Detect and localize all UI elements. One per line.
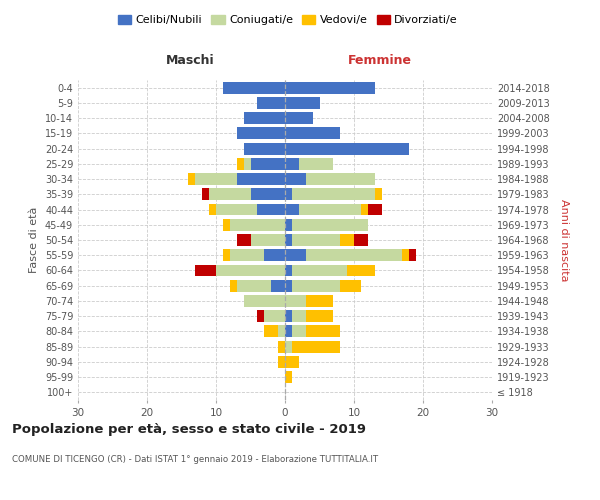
Bar — [251, 188, 285, 200]
Bar — [223, 219, 230, 230]
Bar — [202, 188, 209, 200]
Bar — [285, 219, 292, 230]
Bar — [265, 310, 285, 322]
Bar — [278, 340, 285, 352]
Bar — [257, 204, 285, 216]
Bar — [236, 234, 251, 246]
Bar — [257, 310, 265, 322]
Bar — [209, 188, 251, 200]
Bar — [265, 250, 285, 261]
Y-axis label: Fasce di età: Fasce di età — [29, 207, 39, 273]
Bar — [292, 326, 306, 338]
Legend: Celibi/Nubili, Coniugati/e, Vedovi/e, Divorziati/e: Celibi/Nubili, Coniugati/e, Vedovi/e, Di… — [113, 10, 463, 30]
Bar — [340, 280, 361, 291]
Bar — [292, 234, 340, 246]
Bar — [285, 128, 340, 140]
Bar — [285, 188, 292, 200]
Bar — [285, 142, 409, 154]
Bar — [188, 173, 196, 185]
Text: Maschi: Maschi — [166, 54, 214, 67]
Bar — [402, 250, 409, 261]
Bar — [209, 204, 216, 216]
Bar — [278, 356, 285, 368]
Bar — [361, 204, 368, 216]
Bar — [285, 234, 292, 246]
Bar — [196, 264, 216, 276]
Text: Femmine: Femmine — [348, 54, 412, 67]
Bar — [271, 280, 285, 291]
Bar — [230, 280, 237, 291]
Bar — [340, 234, 354, 246]
Bar — [285, 310, 292, 322]
Bar — [230, 250, 265, 261]
Bar — [292, 310, 306, 322]
Bar — [292, 264, 347, 276]
Bar — [285, 280, 292, 291]
Bar — [347, 264, 374, 276]
Bar — [292, 280, 340, 291]
Bar — [285, 371, 292, 383]
Text: Popolazione per età, sesso e stato civile - 2019: Popolazione per età, sesso e stato civil… — [12, 422, 366, 436]
Bar — [374, 188, 382, 200]
Bar — [251, 234, 285, 246]
Bar — [285, 158, 299, 170]
Text: COMUNE DI TICENGO (CR) - Dati ISTAT 1° gennaio 2019 - Elaborazione TUTTITALIA.IT: COMUNE DI TICENGO (CR) - Dati ISTAT 1° g… — [12, 455, 378, 464]
Bar — [409, 250, 416, 261]
Bar — [285, 173, 306, 185]
Bar — [237, 173, 285, 185]
Bar — [306, 250, 402, 261]
Bar — [223, 250, 230, 261]
Bar — [244, 142, 285, 154]
Bar — [237, 158, 244, 170]
Bar — [244, 295, 285, 307]
Bar — [306, 173, 374, 185]
Bar — [285, 326, 292, 338]
Bar — [292, 219, 368, 230]
Bar — [257, 97, 285, 109]
Bar — [285, 250, 306, 261]
Bar — [285, 295, 306, 307]
Bar — [306, 326, 340, 338]
Bar — [285, 204, 299, 216]
Bar — [196, 173, 237, 185]
Bar — [251, 158, 285, 170]
Bar — [236, 280, 271, 291]
Bar — [299, 158, 334, 170]
Bar — [285, 97, 320, 109]
Bar — [299, 204, 361, 216]
Bar — [244, 158, 251, 170]
Bar — [354, 234, 368, 246]
Bar — [278, 326, 285, 338]
Bar — [285, 356, 299, 368]
Bar — [216, 204, 257, 216]
Bar — [216, 264, 285, 276]
Bar — [237, 128, 285, 140]
Bar — [230, 219, 285, 230]
Bar — [285, 340, 292, 352]
Y-axis label: Anni di nascita: Anni di nascita — [559, 198, 569, 281]
Bar — [368, 204, 382, 216]
Bar — [306, 310, 334, 322]
Bar — [244, 112, 285, 124]
Bar — [285, 82, 374, 94]
Bar — [306, 295, 334, 307]
Bar — [223, 82, 285, 94]
Bar — [285, 112, 313, 124]
Bar — [292, 188, 374, 200]
Bar — [285, 264, 292, 276]
Bar — [265, 326, 278, 338]
Bar — [292, 340, 340, 352]
